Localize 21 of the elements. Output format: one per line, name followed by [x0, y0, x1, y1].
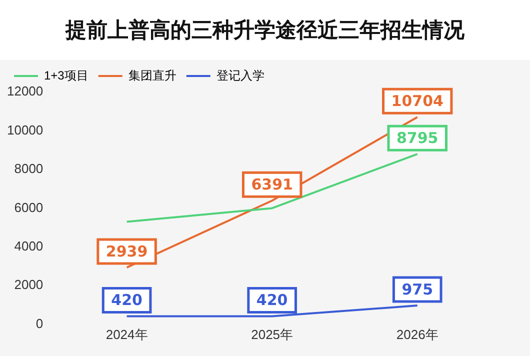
y-tick-label: 10000: [6, 122, 44, 138]
y-tick-label: 4000: [14, 238, 44, 254]
chart-title: 提前上普高的三种升学途径近三年招生情况: [64, 16, 466, 44]
y-tick-label: 12000: [6, 84, 44, 99]
x-tick-label: 2025年: [251, 326, 294, 342]
data-label: 975: [402, 280, 434, 298]
data-label: 420: [111, 291, 142, 310]
x-tick-label: 2024年: [106, 326, 148, 342]
legend-label: 集团直升: [128, 68, 176, 82]
y-tick-label: 0: [36, 316, 44, 331]
y-tick-label: 8000: [14, 161, 44, 176]
data-label: 8795: [396, 128, 438, 147]
y-tick-label: 2000: [14, 277, 44, 292]
data-label: 420: [256, 291, 288, 310]
y-tick-label: 6000: [14, 200, 44, 215]
x-tick-label: 2026年: [396, 326, 438, 342]
legend-label: 登记入学: [216, 68, 264, 82]
data-label: 2939: [106, 242, 148, 260]
data-label: 10704: [391, 92, 444, 110]
data-label: 6391: [251, 176, 293, 194]
legend-label: 1+3项目: [44, 68, 88, 82]
